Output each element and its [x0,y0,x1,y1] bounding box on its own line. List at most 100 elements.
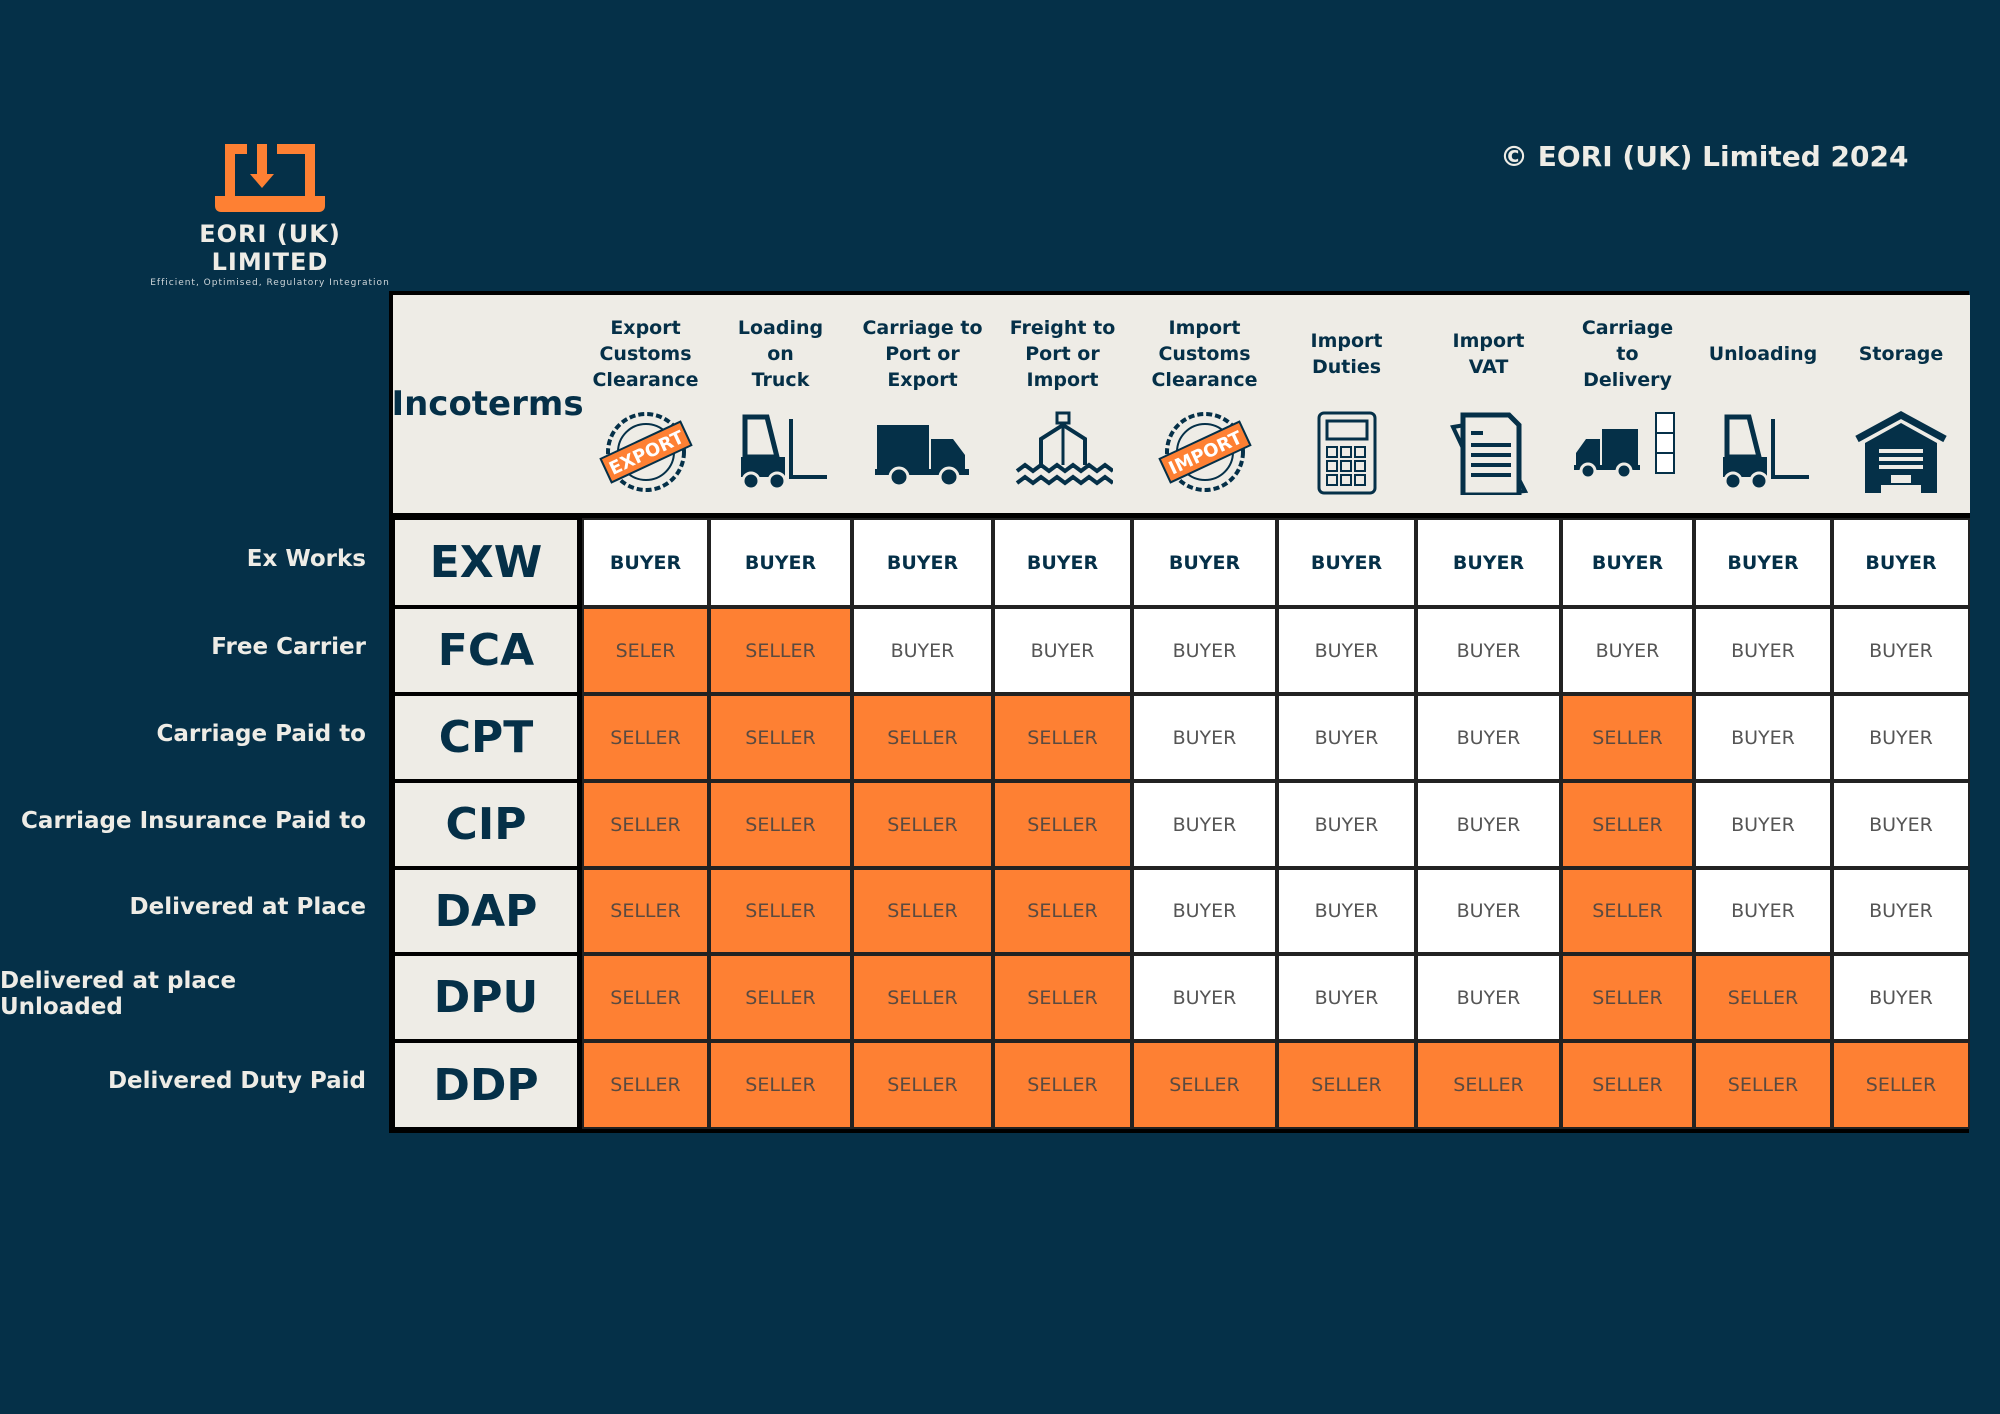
company-name: EORI (UK) LIMITED [199,220,341,276]
row-labels: Ex Works Free Carrier Carriage Paid to Carr… [0,514,370,1125]
seller-cell: SELLER [709,694,852,781]
ship-icon [1013,399,1114,499]
seller-cell: SELLER [1561,868,1694,954]
buyer-cell: BUYER [1132,954,1277,1041]
incoterm-code: DAP [393,868,582,954]
column-header: Import VAT [1416,295,1561,518]
incoterms-table: Incoterms Export Customs Clearance EXPORT Lo… [389,291,1970,1133]
company-logo: EORI (UK) LIMITED Efficient, Optimised, … [140,138,400,288]
seller-cell: SELLER [1561,954,1694,1041]
buyer-cell: BUYER [1694,868,1832,954]
seller-cell: SELLER [709,781,852,868]
seller-cell: SELLER [852,1041,993,1129]
column-header-label: Export Customs Clearance [592,317,699,391]
buyer-cell: BUYER [1277,694,1416,781]
seller-cell: SELLER [582,694,709,781]
buyer-cell: BUYER [1416,954,1561,1041]
buyer-cell: BUYER [1416,868,1561,954]
buyer-cell: BUYER [1277,868,1416,954]
column-header-label: Import Duties [1310,330,1383,378]
buyer-cell: BUYER [1416,518,1561,607]
row-name: Carriage Insurance Paid to [21,807,366,834]
incoterm-code: CIP [393,781,582,868]
incoterm-code: EXW [393,518,582,607]
incoterm-code: DPU [393,954,582,1041]
buyer-cell: BUYER [1132,781,1277,868]
buyer-cell: BUYER [852,607,993,694]
seller-cell: SELLER [993,781,1132,868]
seller-cell: SELLER [582,954,709,1041]
incoterm-code: FCA [393,607,582,694]
seller-cell: SELLER [582,781,709,868]
seller-cell: SELLER [709,607,852,694]
seller-cell: SELLER [1561,694,1694,781]
buyer-cell: BUYER [1277,954,1416,1041]
seller-cell: SELER [582,607,709,694]
buyer-cell: BUYER [1277,518,1416,607]
seller-cell: SELLER [852,781,993,868]
column-header: Import Duties [1277,295,1416,518]
row-name: Delivered Duty Paid [107,1068,366,1094]
calculator-icon [1297,399,1397,499]
column-header: Carriage to Delivery [1561,295,1694,518]
seller-cell: SELLER [1561,781,1694,868]
buyer-cell: BUYER [1832,607,1970,694]
buyer-cell: BUYER [1132,694,1277,781]
import-stamp-icon: IMPORT [1155,399,1255,499]
seller-cell: SELLER [1132,1041,1277,1129]
seller-cell: SELLER [993,694,1132,781]
column-header-label: Import VAT [1452,330,1525,378]
seller-cell: SELLER [1694,1041,1832,1129]
seller-cell: SELLER [1277,1041,1416,1129]
buyer-cell: BUYER [993,518,1132,607]
column-header: Carriage to Port or Export [852,295,993,518]
row-name: Delivered at Place [129,894,366,920]
column-header: Storage [1832,295,1970,518]
truck-icon [873,399,973,499]
seller-cell: SELLER [1832,1041,1970,1129]
buyer-cell: BUYER [1277,781,1416,868]
buyer-cell: BUYER [1694,781,1832,868]
seller-cell: SELLER [993,954,1132,1041]
documents-icon [1439,399,1539,499]
company-tagline: Efficient, Optimised, Regulatory Integra… [150,278,390,288]
buyer-cell: BUYER [1694,607,1832,694]
column-header: Export Customs Clearance EXPORT [582,295,709,518]
buyer-cell: BUYER [1277,607,1416,694]
incoterm-code: CPT [393,694,582,781]
buyer-cell: BUYER [1832,694,1970,781]
buyer-cell: BUYER [1561,607,1694,694]
seller-cell: SELLER [852,954,993,1041]
buyer-cell: BUYER [582,518,709,607]
buyer-cell: BUYER [1132,868,1277,954]
column-header-label: Freight to Port or Import [1009,317,1116,391]
column-header-label: Carriage to Delivery [1581,317,1674,391]
column-header-label: Import Customs Clearance [1151,317,1258,391]
seller-cell: SELLER [582,868,709,954]
buyer-cell: BUYER [1416,694,1561,781]
seller-cell: SELLER [709,1041,852,1129]
seller-cell: SELLER [1694,954,1832,1041]
buyer-cell: BUYER [1561,518,1694,607]
buyer-cell: BUYER [1132,607,1277,694]
laptop-download-icon [215,144,325,212]
buyer-cell: BUYER [993,607,1132,694]
column-header-label: Carriage to Port or Export [862,317,983,391]
seller-cell: SELLER [852,694,993,781]
column-header: Loading on Truck [709,295,852,518]
delivery-truck-icon [1568,399,1688,499]
forklift-icon [731,399,831,499]
row-name: Carriage Paid to [156,720,366,747]
buyer-cell: BUYER [1832,954,1970,1041]
seller-cell: SELLER [709,868,852,954]
buyer-cell: BUYER [1416,781,1561,868]
buyer-cell: BUYER [1132,518,1277,607]
seller-cell: SELLER [709,954,852,1041]
copyright: © EORI (UK) Limited 2024 [1500,140,1909,173]
buyer-cell: BUYER [1832,518,1970,607]
column-header: Unloading [1694,295,1832,518]
seller-cell: SELLER [852,868,993,954]
column-header: Freight to Port or Import [993,295,1132,518]
seller-cell: SELLER [582,1041,709,1129]
table-corner-title: Incoterms [391,295,584,518]
